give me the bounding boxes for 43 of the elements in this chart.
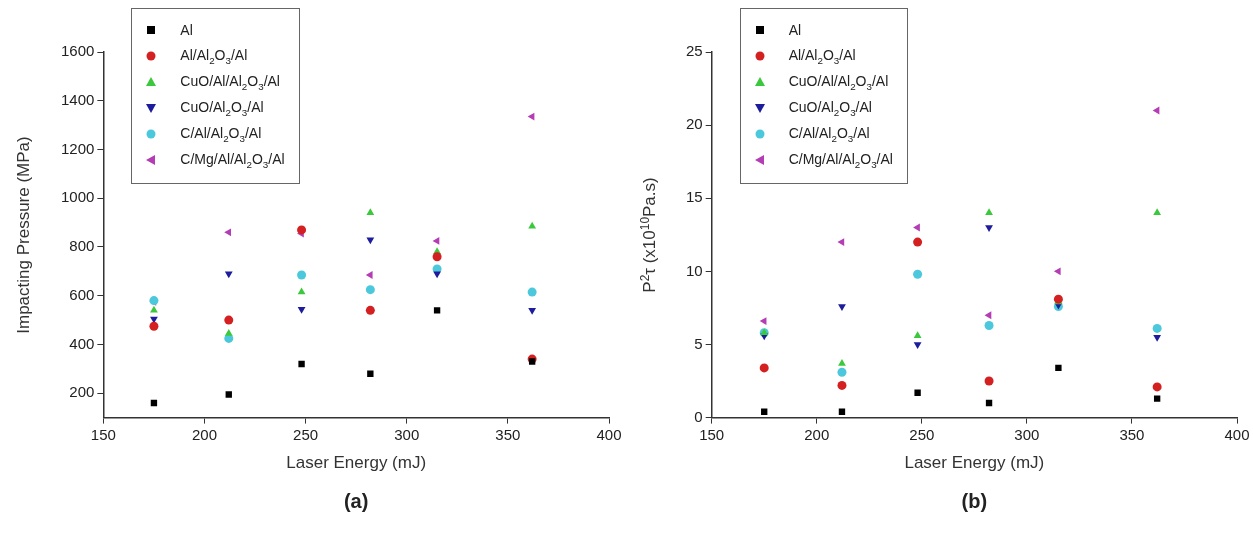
legend-label: CuO/Al/Al$_{2}$O$_{3}$/Al bbox=[788, 72, 889, 92]
x-axis-title: Laser Energy (mJ) bbox=[286, 453, 427, 473]
x-tick-label: 300 bbox=[394, 425, 420, 443]
legend-label: CuO/Al$_{2}$O$_{3}$/Al bbox=[180, 98, 264, 118]
y-tick-label: 400 bbox=[69, 334, 95, 352]
y-tick-label: 800 bbox=[69, 237, 95, 255]
legend-label: C/Al/Al$_{2}$O$_{3}$/Al bbox=[180, 124, 262, 144]
legend-label: C/Mg/Al/Al$_{2}$O$_{3}$/Al bbox=[788, 150, 893, 170]
y-tick-label: 25 bbox=[686, 42, 703, 60]
x-tick-label: 250 bbox=[293, 425, 319, 443]
y-tick-label: 5 bbox=[694, 334, 703, 352]
legend-label: Al bbox=[788, 22, 802, 38]
y-axis-title: Impacting Pressure (MPa) bbox=[14, 136, 34, 334]
x-tick-label: 200 bbox=[804, 425, 830, 443]
y-tick-label: 1600 bbox=[60, 42, 95, 60]
x-tick-label: 400 bbox=[596, 425, 622, 443]
x-tick-label: 350 bbox=[1119, 425, 1145, 443]
y-tick-label: 20 bbox=[686, 115, 703, 133]
legend-label: C/Mg/Al/Al$_{2}$O$_{3}$/Al bbox=[180, 150, 285, 170]
x-tick-label: 350 bbox=[495, 425, 521, 443]
text: (a) bbox=[343, 490, 369, 513]
y-tick-label: 1200 bbox=[60, 139, 95, 157]
y-tick-label: 600 bbox=[69, 285, 95, 303]
y-tick-label: 200 bbox=[69, 383, 95, 401]
legend-label: Al/Al$_{2}$O$_{3}$/Al bbox=[788, 46, 856, 66]
y-tick-label: 1400 bbox=[60, 90, 95, 108]
x-tick-label: 400 bbox=[1224, 425, 1250, 443]
x-tick-label: 150 bbox=[699, 425, 725, 443]
x-tick-label: 250 bbox=[909, 425, 935, 443]
legend-label: Al/Al$_{2}$O$_{3}$/Al bbox=[180, 46, 248, 66]
x-axis-title: Laser Energy (mJ) bbox=[904, 453, 1045, 473]
x-tick-label: 150 bbox=[90, 425, 116, 443]
legend-label: C/Al/Al$_{2}$O$_{3}$/Al bbox=[788, 124, 870, 144]
text: (b) bbox=[961, 490, 988, 513]
x-tick-label: 300 bbox=[1014, 425, 1040, 443]
legend-label: Al bbox=[180, 22, 193, 38]
x-tick-label: 200 bbox=[191, 425, 218, 443]
legend-label: CuO/Al$_{2}$O$_{3}$/Al bbox=[788, 98, 872, 118]
y-tick-label: 10 bbox=[686, 261, 703, 279]
y-tick-label: 1000 bbox=[60, 188, 95, 206]
y-tick-label: 0 bbox=[694, 407, 703, 425]
y-tick-label: 15 bbox=[686, 188, 703, 206]
legend-label: CuO/Al/Al$_{2}$O$_{3}$/Al bbox=[180, 72, 280, 92]
